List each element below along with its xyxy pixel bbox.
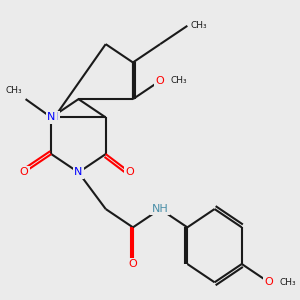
Text: O: O xyxy=(128,259,137,269)
Text: CH₃: CH₃ xyxy=(190,21,207,30)
Text: O: O xyxy=(156,76,164,86)
Text: N: N xyxy=(74,167,83,177)
Text: NH: NH xyxy=(152,204,169,214)
Text: O: O xyxy=(20,167,28,177)
Text: O: O xyxy=(265,277,273,287)
Text: N: N xyxy=(50,112,58,122)
Text: CH₃: CH₃ xyxy=(6,86,22,95)
Text: O: O xyxy=(125,167,134,177)
Text: CH₃: CH₃ xyxy=(171,76,187,85)
Text: N: N xyxy=(47,112,56,122)
Text: CH₃: CH₃ xyxy=(280,278,296,287)
